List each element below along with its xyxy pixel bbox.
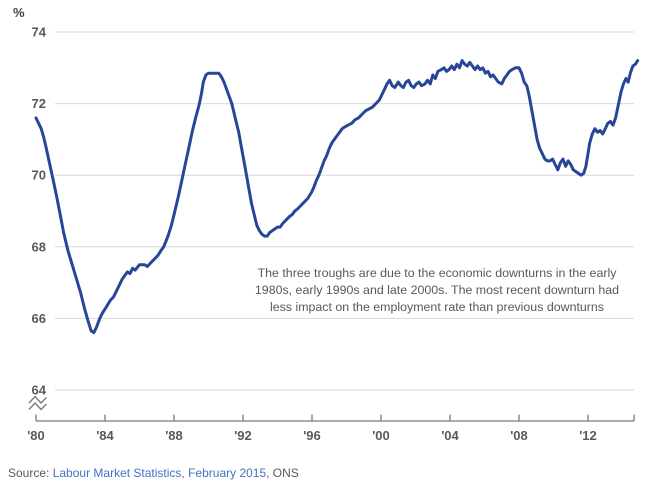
source-suffix: , ONS bbox=[266, 466, 299, 480]
x-tick-label: '80 bbox=[27, 428, 45, 443]
y-tick-label: 72 bbox=[32, 96, 46, 111]
x-tick-label: '00 bbox=[372, 428, 390, 443]
x-tick-label: '84 bbox=[96, 428, 114, 443]
x-tick-label: '96 bbox=[303, 428, 321, 443]
x-tick-label: '04 bbox=[441, 428, 459, 443]
employment-rate-series-line bbox=[34, 59, 640, 335]
y-tick-label: 74 bbox=[32, 25, 47, 40]
axis-break-icon bbox=[28, 395, 47, 405]
source-link[interactable]: Labour Market Statistics, February 2015 bbox=[52, 466, 267, 480]
y-tick-label: 70 bbox=[32, 168, 46, 183]
y-axis-unit-label: % bbox=[13, 5, 25, 20]
y-tick-label: 66 bbox=[32, 311, 46, 326]
x-tick-label: '92 bbox=[234, 428, 252, 443]
source-line: Source: Labour Market Statistics, Februa… bbox=[8, 466, 299, 480]
chart-annotation: The three troughs are due to the economi… bbox=[254, 266, 620, 314]
source-prefix: Source: bbox=[8, 466, 53, 480]
y-tick-label: 64 bbox=[32, 383, 47, 398]
y-tick-label: 68 bbox=[32, 239, 46, 254]
x-tick-label: '88 bbox=[165, 428, 183, 443]
x-tick-label: '12 bbox=[579, 428, 597, 443]
employment-rate-chart: 64 66 68 70 72 74% '80 '84 '88 '92 '96 '00 '04 '08 '12 bbox=[13, 5, 640, 443]
x-tick-label: '08 bbox=[510, 428, 528, 443]
axis-break-icon bbox=[28, 401, 47, 411]
